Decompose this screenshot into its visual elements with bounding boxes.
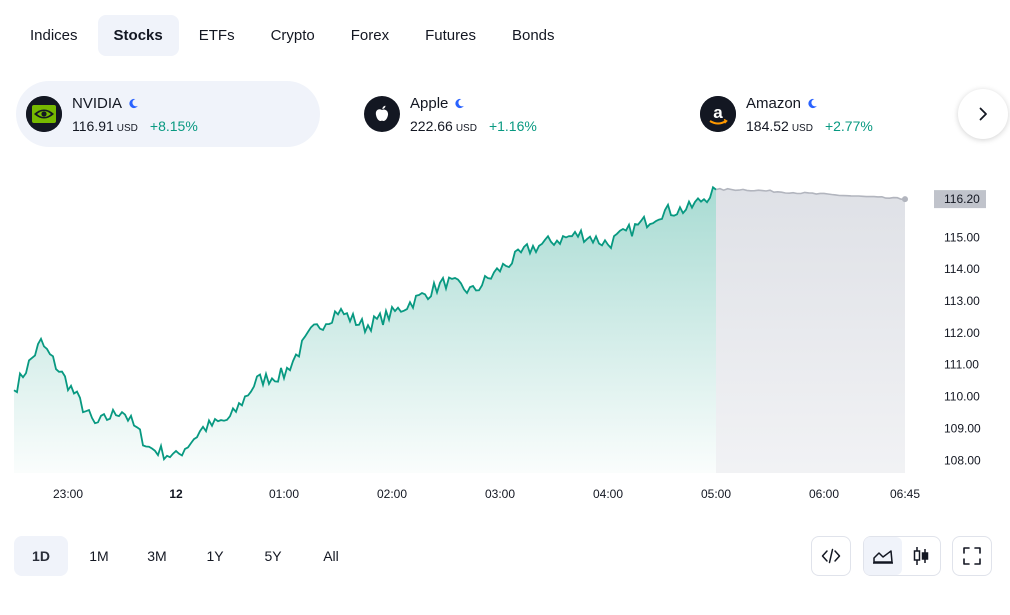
x-tick-label: 02:00 (377, 487, 407, 501)
y-tick-label: 109.00 (944, 421, 981, 435)
y-tick-label: 111.00 (944, 358, 979, 372)
range-1y[interactable]: 1Y (206, 548, 224, 564)
x-tick-label: 03:00 (485, 487, 515, 501)
ticker-currency: USD (116, 122, 138, 134)
chevron-right-icon (979, 107, 987, 121)
moon-icon (129, 98, 138, 108)
tab-etfs[interactable]: ETFs (198, 27, 235, 44)
y-tick-label: 115.00 (944, 230, 980, 244)
x-tick-label: 06:00 (809, 487, 839, 501)
ticker-price: 184.52 (746, 117, 789, 134)
moon-icon (808, 98, 817, 108)
tab-crypto[interactable]: Crypto (270, 27, 315, 44)
current-price-box (934, 190, 986, 209)
ticker-change: +1.16% (488, 117, 537, 134)
ticker-currency: USD (455, 122, 477, 134)
extended-hours-area (716, 188, 905, 473)
amazon-logo-icon: a (700, 96, 736, 132)
x-tick-label: 06:45 (890, 487, 920, 501)
market-tabs: Indices Stocks ETFs Crypto Forex Futures… (14, 15, 575, 56)
x-tick-label: 05:00 (701, 487, 731, 501)
range-all[interactable]: All (323, 548, 339, 564)
ticker-change: +2.77% (824, 117, 873, 134)
range-1m[interactable]: 1M (89, 548, 109, 564)
x-tick-label: 01:00 (269, 487, 299, 501)
embed-code-icon (821, 548, 841, 564)
range-1d[interactable]: 1D (14, 536, 68, 576)
ticker-name: NVIDIA (72, 94, 123, 112)
ticker-card-amazon[interactable]: a Amazon 184.52 USD +2.77% (690, 81, 960, 147)
fullscreen-button[interactable] (952, 536, 992, 576)
tab-indices[interactable]: Indices (30, 27, 78, 44)
candlestick-chart-button[interactable] (902, 537, 940, 575)
y-tick-label: 113.00 (944, 294, 980, 308)
y-tick-label: 108.00 (944, 453, 981, 467)
ticker-card-apple[interactable]: Apple 222.66 USD +1.16% (354, 81, 654, 147)
price-chart[interactable]: 115.00 114.00 113.00 112.00 111.00 110.00 109.… (0, 160, 1010, 505)
range-5y[interactable]: 5Y (264, 548, 282, 564)
tab-futures[interactable]: Futures (425, 27, 476, 44)
ticker-price: 222.66 (410, 117, 453, 134)
y-tick-label: 114.00 (944, 262, 980, 276)
ticker-price: 116.91 (72, 117, 114, 134)
moon-icon (455, 98, 465, 108)
ticker-carousel: NVIDIA 116.91 USD +8.15% Apple 222.66 US… (16, 81, 1010, 147)
svg-text:a: a (713, 103, 723, 122)
range-selector: 1D 1M 3M 1Y 5Y All (14, 536, 362, 576)
ticker-change: +8.15% (149, 117, 198, 134)
tab-stocks[interactable]: Stocks (97, 15, 179, 56)
x-tick-label: 23:00 (53, 487, 83, 501)
x-tick-label: 04:00 (593, 487, 623, 501)
tab-bonds[interactable]: Bonds (511, 27, 555, 44)
chart-style-group (863, 536, 941, 576)
range-3m[interactable]: 3M (147, 548, 167, 564)
carousel-next-button[interactable] (958, 89, 1008, 139)
tab-forex[interactable]: Forex (350, 27, 390, 44)
fullscreen-icon (963, 547, 981, 565)
embed-button[interactable] (811, 536, 851, 576)
area-chart-icon (873, 550, 893, 564)
price-area (14, 187, 716, 474)
y-tick-label: 112.00 (944, 326, 980, 340)
candlestick-chart-icon (913, 547, 929, 565)
ticker-card-nvidia[interactable]: NVIDIA 116.91 USD +8.15% (16, 81, 320, 147)
area-chart-button[interactable] (864, 537, 902, 575)
y-tick-label: 110.00 (944, 390, 980, 404)
x-tick-label: 12 (169, 487, 183, 501)
last-price-dot (902, 196, 908, 203)
ticker-name: Apple (410, 94, 449, 112)
current-price-label: 116.20 (944, 192, 980, 206)
ticker-name: Amazon (746, 94, 802, 112)
nvidia-logo-icon (26, 96, 62, 132)
extended-hours-line (715, 187, 906, 201)
apple-logo-icon (364, 96, 400, 132)
ticker-currency: USD (791, 122, 813, 134)
price-line (13, 185, 717, 462)
